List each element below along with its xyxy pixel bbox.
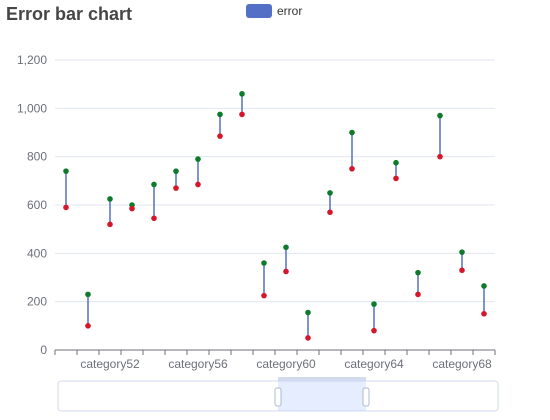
error-high-point bbox=[437, 112, 443, 119]
error-high-point bbox=[371, 301, 377, 307]
error-high-point bbox=[349, 129, 355, 136]
y-tick-label: 0 bbox=[40, 343, 47, 357]
x-tick-label: category60 bbox=[256, 357, 316, 371]
error-high-point bbox=[261, 260, 267, 266]
error-low-point bbox=[195, 181, 201, 188]
error-high-point bbox=[415, 269, 421, 276]
x-tick-label: category52 bbox=[80, 357, 140, 371]
error-high-point bbox=[459, 249, 465, 255]
error-high-point bbox=[151, 181, 157, 188]
x-tick-label: category64 bbox=[344, 357, 404, 371]
error-low-point bbox=[305, 335, 311, 341]
x-tick-label: category56 bbox=[168, 357, 228, 371]
zoom-slider-window[interactable] bbox=[278, 381, 366, 411]
error-high-point bbox=[63, 168, 69, 174]
y-tick-label: 1,200 bbox=[17, 53, 47, 67]
error-high-point bbox=[393, 159, 399, 166]
error-low-point bbox=[107, 221, 113, 228]
error-high-point bbox=[239, 91, 245, 97]
error-high-point bbox=[107, 196, 113, 202]
error-high-point bbox=[305, 309, 311, 316]
y-tick-label: 800 bbox=[27, 150, 47, 164]
error-high-point bbox=[481, 283, 487, 289]
error-low-point bbox=[283, 268, 289, 275]
error-low-point bbox=[129, 205, 135, 212]
legend-swatch bbox=[246, 4, 272, 18]
error-low-point bbox=[437, 153, 443, 160]
error-high-point bbox=[327, 190, 333, 196]
y-tick-label: 1,000 bbox=[17, 101, 47, 115]
error-low-point bbox=[217, 133, 223, 139]
zoom-slider-top-bar[interactable] bbox=[278, 377, 366, 381]
error-low-point bbox=[63, 204, 69, 211]
error-high-point bbox=[173, 168, 179, 174]
error-high-point bbox=[283, 244, 289, 251]
error-low-point bbox=[327, 209, 333, 216]
error-low-point bbox=[415, 291, 421, 298]
zoom-handle-right[interactable] bbox=[362, 387, 370, 407]
error-low-point bbox=[393, 175, 399, 182]
chart-title: Error bar chart bbox=[6, 4, 133, 24]
error-high-point bbox=[195, 156, 201, 162]
y-tick-label: 200 bbox=[27, 295, 47, 309]
y-tick-label: 600 bbox=[27, 198, 47, 212]
error-low-point bbox=[349, 165, 355, 172]
zoom-handle-left[interactable] bbox=[274, 387, 282, 407]
error-low-point bbox=[85, 323, 91, 329]
error-low-point bbox=[173, 185, 179, 191]
legend[interactable]: error bbox=[246, 4, 302, 18]
error-low-point bbox=[371, 327, 377, 334]
error-high-point bbox=[85, 291, 91, 298]
error-high-point bbox=[217, 111, 223, 118]
error-low-point bbox=[261, 292, 267, 299]
error-low-point bbox=[151, 215, 157, 222]
error-low-point bbox=[459, 267, 465, 274]
y-tick-label: 400 bbox=[27, 246, 47, 260]
error-low-point bbox=[239, 111, 245, 118]
legend-label: error bbox=[277, 4, 303, 18]
error-low-point bbox=[481, 310, 487, 317]
x-tick-label: category68 bbox=[432, 357, 492, 371]
